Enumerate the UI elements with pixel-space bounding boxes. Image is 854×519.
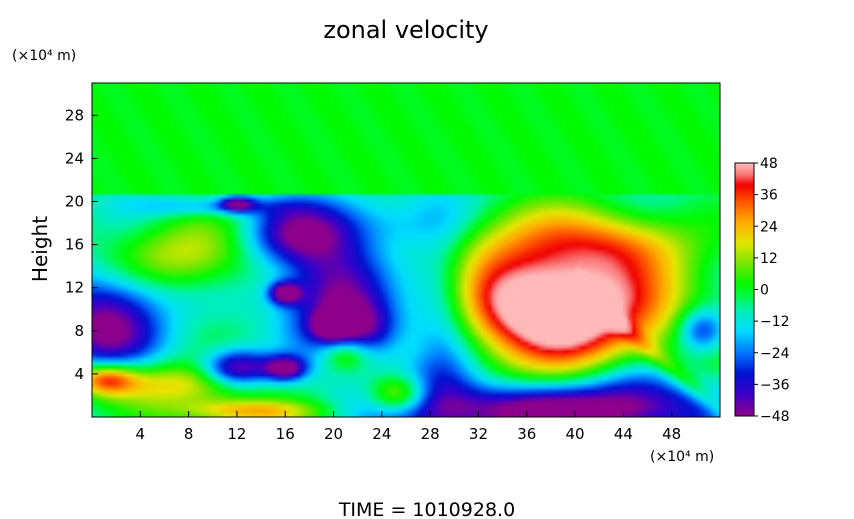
time-label: TIME = 1010928.0 bbox=[338, 499, 515, 519]
colorbar: 48 36 24 12 0 −12 −24 −36 −48 bbox=[734, 156, 790, 425]
y-tick-label: 24 bbox=[65, 149, 84, 167]
colorbar-gradient bbox=[735, 163, 754, 416]
x-tick-label: 40 bbox=[566, 425, 585, 443]
y-tick-label: 8 bbox=[74, 322, 84, 340]
y-tick-label: 16 bbox=[65, 236, 84, 254]
colorbar-tick-label: 48 bbox=[760, 156, 778, 172]
plot-frame bbox=[91, 82, 721, 418]
x-tick-label: 36 bbox=[517, 425, 536, 443]
x-tick-label: 8 bbox=[184, 425, 194, 443]
heatmap-plot-area bbox=[91, 82, 721, 418]
heatmap-raster bbox=[92, 83, 720, 417]
colorbar-tick-label: −12 bbox=[760, 314, 790, 330]
x-tick-label: 44 bbox=[614, 425, 633, 443]
x-tick-label: 4 bbox=[136, 425, 146, 443]
x-tick-label: 24 bbox=[372, 425, 391, 443]
x-axis: 4 8 12 16 20 24 28 32 36 40 44 48 bbox=[136, 411, 681, 443]
x-tick-label: 48 bbox=[662, 425, 681, 443]
colorbar-tick-label: −48 bbox=[760, 409, 790, 425]
chart-title: zonal velocity bbox=[323, 16, 488, 44]
x-tick-label: 16 bbox=[276, 425, 295, 443]
y-tick-label: 4 bbox=[74, 365, 84, 383]
y-tick-label: 12 bbox=[65, 279, 84, 297]
x-axis-unit: (×10⁴ m) bbox=[650, 449, 714, 465]
x-tick-label: 20 bbox=[324, 425, 343, 443]
y-tick-label: 20 bbox=[65, 193, 84, 211]
x-tick-label: 12 bbox=[227, 425, 246, 443]
colorbar-tick-label: 36 bbox=[760, 188, 778, 204]
colorbar-tick-label: 0 bbox=[760, 283, 769, 299]
x-tick-label: 32 bbox=[469, 425, 488, 443]
colorbar-ticks: 48 36 24 12 0 −12 −24 −36 −48 bbox=[754, 156, 790, 425]
colorbar-tick-label: 24 bbox=[760, 219, 778, 235]
y-axis-unit: (×10⁴ m) bbox=[12, 48, 76, 64]
x-tick-label: 28 bbox=[421, 425, 440, 443]
colorbar-tick-label: 12 bbox=[760, 251, 778, 267]
colorbar-tick-label: −36 bbox=[760, 377, 790, 393]
colorbar-tick-label: −24 bbox=[760, 346, 790, 362]
y-tick-label: 28 bbox=[65, 106, 84, 124]
y-axis: 4 8 12 16 20 24 28 bbox=[65, 106, 98, 383]
y-axis-label: Height bbox=[28, 216, 52, 282]
